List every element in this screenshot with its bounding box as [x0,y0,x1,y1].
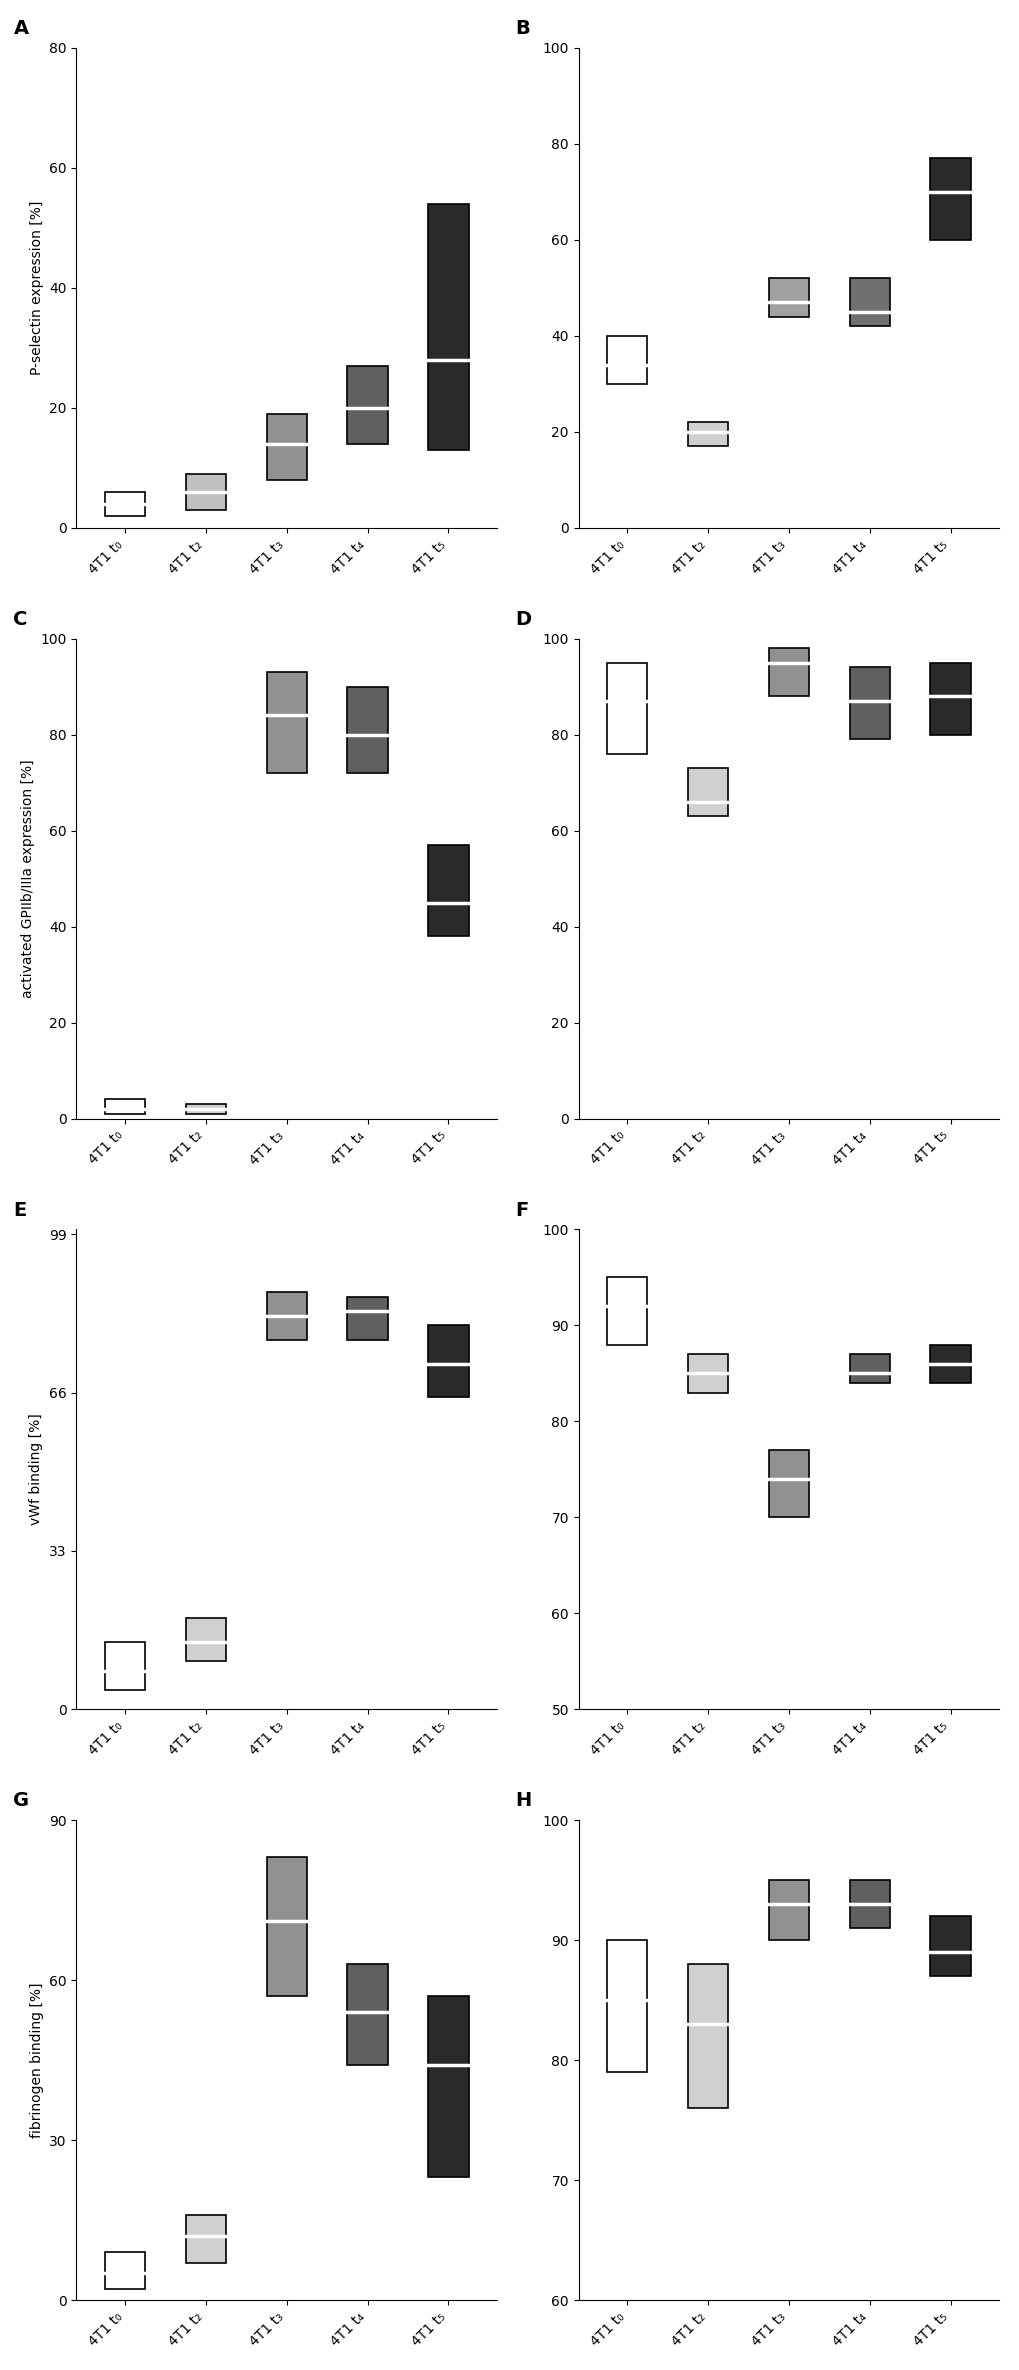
Text: E: E [13,1202,26,1221]
FancyBboxPatch shape [428,1325,468,1398]
FancyBboxPatch shape [347,687,387,773]
Y-axis label: P-selectin expression [%]: P-selectin expression [%] [30,201,44,374]
FancyBboxPatch shape [105,493,145,517]
Text: F: F [515,1202,528,1221]
FancyBboxPatch shape [347,365,387,443]
FancyBboxPatch shape [606,1277,647,1344]
FancyBboxPatch shape [185,1619,226,1661]
FancyBboxPatch shape [929,664,970,735]
FancyBboxPatch shape [929,1915,970,1977]
FancyBboxPatch shape [849,277,890,327]
FancyBboxPatch shape [929,1344,970,1384]
FancyBboxPatch shape [929,159,970,239]
FancyBboxPatch shape [687,1353,728,1394]
Y-axis label: activated GPIIb/IIIa expression [%]: activated GPIIb/IIIa expression [%] [20,758,35,998]
FancyBboxPatch shape [428,1996,468,2178]
FancyBboxPatch shape [266,1292,307,1339]
FancyBboxPatch shape [347,1965,387,2064]
FancyBboxPatch shape [768,1450,808,1517]
Y-axis label: fibrinogen binding [%]: fibrinogen binding [%] [30,1981,44,2138]
FancyBboxPatch shape [606,337,647,384]
Y-axis label: vWf binding [%]: vWf binding [%] [30,1413,44,1526]
FancyBboxPatch shape [849,1353,890,1384]
FancyBboxPatch shape [768,277,808,318]
FancyBboxPatch shape [185,2216,226,2263]
Text: A: A [13,19,29,38]
Text: B: B [515,19,530,38]
FancyBboxPatch shape [768,1879,808,1941]
FancyBboxPatch shape [687,1965,728,2107]
FancyBboxPatch shape [185,1104,226,1114]
FancyBboxPatch shape [687,768,728,815]
FancyBboxPatch shape [105,2252,145,2289]
FancyBboxPatch shape [185,474,226,510]
FancyBboxPatch shape [849,668,890,739]
FancyBboxPatch shape [266,1858,307,1996]
FancyBboxPatch shape [849,1879,890,1929]
FancyBboxPatch shape [105,1100,145,1114]
FancyBboxPatch shape [428,204,468,450]
Text: H: H [515,1792,531,1811]
FancyBboxPatch shape [266,415,307,479]
Text: G: G [13,1792,30,1811]
Text: C: C [13,609,28,628]
FancyBboxPatch shape [687,422,728,446]
FancyBboxPatch shape [105,1642,145,1690]
FancyBboxPatch shape [428,846,468,936]
FancyBboxPatch shape [606,1941,647,2071]
FancyBboxPatch shape [347,1296,387,1339]
FancyBboxPatch shape [606,664,647,754]
FancyBboxPatch shape [768,647,808,697]
Text: D: D [515,609,531,628]
FancyBboxPatch shape [266,673,307,773]
